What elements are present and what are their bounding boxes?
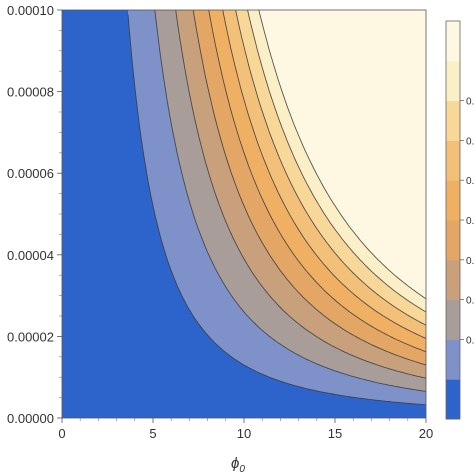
colorbar-segment [446,60,460,102]
x-axis-title: ϕ0 [231,455,245,474]
colorbar-segment [446,21,460,62]
contour-line-4 [192,10,426,366]
contour-line-6 [222,10,426,339]
y-tick-label: 0.00010 [7,3,54,18]
colorbar: 0. 0. 0. 0. 0. 0. 0. [445,20,474,420]
x-tick-label: 10 [237,426,251,441]
contour-bands [127,10,426,406]
colorbar-segment [446,220,460,261]
contour-line-7 [235,10,426,326]
plot-area [62,10,426,418]
y-tick-label: 0.00006 [7,166,54,181]
colorbar-segment [446,100,460,141]
colorbar-tick-label: 0. [466,256,474,267]
contour-line-5 [208,10,426,353]
colorbar-segment [446,299,460,340]
x-tick-label: 0 [58,426,65,441]
colorbar-segment [446,339,460,380]
y-tick-label: 0.00004 [7,248,54,263]
x-tick-label: 15 [328,426,342,441]
y-tick-label: 0.00000 [7,411,54,426]
colorbar-tick-label: 0. [466,136,474,147]
contour-line-8 [247,10,426,313]
colorbar-segment [446,259,460,301]
contour-band-9 [258,10,426,299]
colorbar-tick-label: 0. [466,335,474,346]
colorbar-tick-label: 0. [466,216,474,227]
contour-line-3 [175,10,426,379]
x-axis: 0 5 10 15 20 [58,418,433,441]
y-tick-label: 0.00008 [7,85,54,100]
x-tick-label: 20 [419,426,433,441]
contour-line-9 [258,10,426,300]
x-tick-label: 5 [149,426,156,441]
y-tick-label: 0.00002 [7,329,54,344]
y-axis: 0.00000 0.00002 0.00004 0.00006 0.00008 0.000… [7,3,62,426]
contour-line-1 [127,14,426,406]
x-axis-title-subscript: 0 [239,464,245,474]
contour-line-2 [154,10,426,392]
colorbar-tick-label: 0. [466,97,474,108]
colorbar-segment [446,180,460,221]
colorbar-segment [446,140,460,181]
colorbar-tick-label: 0. [466,176,474,187]
colorbar-tick-label: 0. [466,296,474,307]
colorbar-segment [446,379,460,420]
